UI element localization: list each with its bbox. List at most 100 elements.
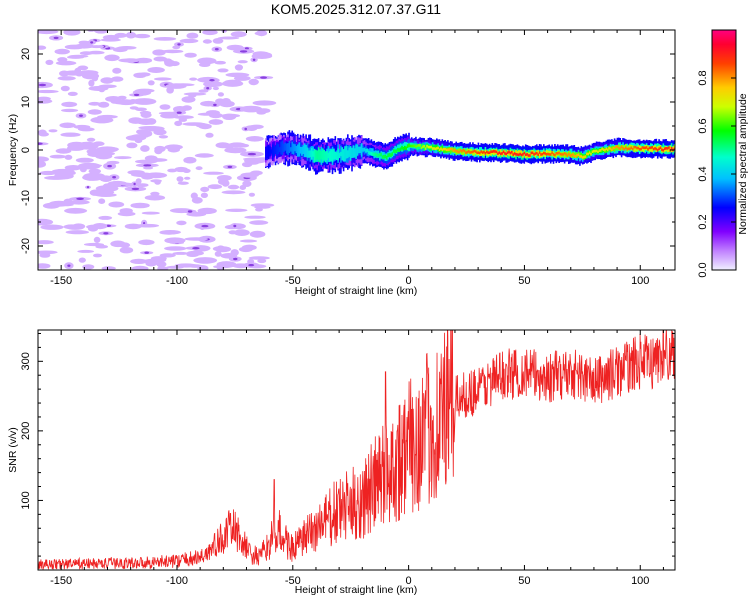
ridge-cell — [572, 153, 574, 156]
noise-blob — [42, 100, 50, 104]
noise-blob — [159, 253, 176, 258]
ridge-cell — [669, 145, 672, 151]
ridge-cell — [523, 151, 526, 155]
ridge-cell — [398, 148, 401, 152]
ridge-cell — [417, 144, 420, 150]
noise-blob — [237, 60, 248, 64]
ridge-cell — [665, 147, 667, 150]
noise-blob — [250, 170, 263, 176]
noise-blob — [117, 95, 127, 100]
noise-blob — [186, 250, 204, 256]
noise-blob — [140, 145, 150, 152]
noise-blob — [132, 98, 157, 105]
noise-blob — [249, 124, 264, 129]
noise-core — [247, 152, 257, 156]
ridge-cell — [576, 153, 578, 157]
snr-x-ticks: -150 -100 -50 0 50 100 — [37, 330, 664, 587]
snr-x-label: Height of straight line (km) — [295, 584, 418, 596]
ridge-cell — [354, 148, 356, 158]
noise-blob — [248, 192, 255, 197]
noise-blob — [98, 215, 113, 220]
noise-blob — [128, 117, 144, 124]
ridge-cell — [480, 150, 483, 153]
noise-core — [206, 87, 210, 90]
noise-blob — [217, 36, 240, 40]
ridge-cell — [512, 153, 515, 156]
ridge-cell — [606, 148, 609, 152]
ridge-cell — [437, 146, 439, 150]
ridge-cell — [398, 144, 401, 152]
noise-blob — [241, 244, 257, 251]
noise-blob — [42, 202, 60, 209]
ridge-cell — [476, 151, 478, 155]
ridge-cell — [376, 153, 378, 158]
noise-blob — [154, 179, 161, 185]
x-tick-label: -150 — [50, 275, 72, 287]
ridge-cell — [441, 148, 444, 152]
ridge-cell — [409, 144, 412, 148]
noise-blob — [83, 73, 92, 78]
noise-blob — [127, 170, 145, 175]
ridge-cell — [601, 147, 603, 153]
ridge-cell — [427, 145, 430, 149]
noise-blob — [225, 208, 248, 212]
ridge-cell — [451, 147, 453, 151]
ridge-cell — [420, 144, 423, 150]
noise-core — [213, 103, 217, 107]
noise-blob — [212, 86, 219, 91]
ridge-cell — [367, 150, 370, 155]
noise-blob — [116, 99, 136, 106]
noise-blob — [143, 166, 154, 170]
ridge-cell — [570, 154, 573, 157]
ridge-cell — [544, 152, 547, 155]
noise-blob — [67, 91, 78, 96]
noise-blob — [147, 67, 165, 73]
ridge-cell — [267, 144, 270, 160]
ridge-cell — [477, 151, 480, 154]
ridge-cell — [284, 142, 287, 151]
ridge-cell — [636, 146, 638, 150]
noise-blob — [78, 257, 86, 263]
ridge-cell — [538, 151, 541, 154]
noise-blob — [87, 225, 99, 232]
noise-blob — [153, 37, 177, 41]
ridge-cell — [438, 148, 441, 151]
ridge-cell — [623, 148, 626, 151]
ridge-cell — [563, 152, 566, 158]
noise-blob — [86, 137, 96, 142]
noise-blob — [194, 153, 214, 158]
ridge-cell — [554, 153, 556, 157]
ridge-cell — [661, 148, 663, 152]
ridge-cell — [492, 150, 495, 153]
ridge-cell — [513, 152, 516, 155]
ridge-cell — [370, 152, 373, 156]
noise-blob — [167, 146, 180, 153]
ridge-cell — [277, 144, 280, 155]
ridge-cell — [479, 151, 481, 155]
ridge-cell — [452, 149, 455, 153]
noise-core — [244, 127, 247, 131]
ridge-cell — [540, 153, 542, 156]
noise-core — [67, 264, 71, 267]
ridge-cell — [294, 144, 296, 152]
ridge-cell — [322, 148, 324, 163]
noise-core — [143, 222, 146, 225]
noise-blob — [114, 156, 132, 160]
noise-blob — [100, 77, 114, 84]
noise-blob — [212, 38, 224, 44]
noise-blob — [67, 200, 90, 205]
snr-series-line — [38, 330, 675, 570]
noise-blob — [176, 220, 187, 226]
ridge-cell — [662, 149, 665, 152]
ridge-cell — [658, 147, 660, 151]
ridge-cell — [366, 148, 369, 156]
noise-blob — [208, 119, 224, 125]
noise-core — [192, 247, 200, 250]
ridge-cell — [436, 147, 438, 150]
ridge-cell — [379, 153, 381, 161]
noise-blob — [77, 65, 89, 71]
ridge-cell — [655, 147, 658, 151]
ridge-cell — [274, 146, 277, 154]
ridge-cell — [308, 150, 310, 158]
ridge-cell — [287, 143, 289, 156]
